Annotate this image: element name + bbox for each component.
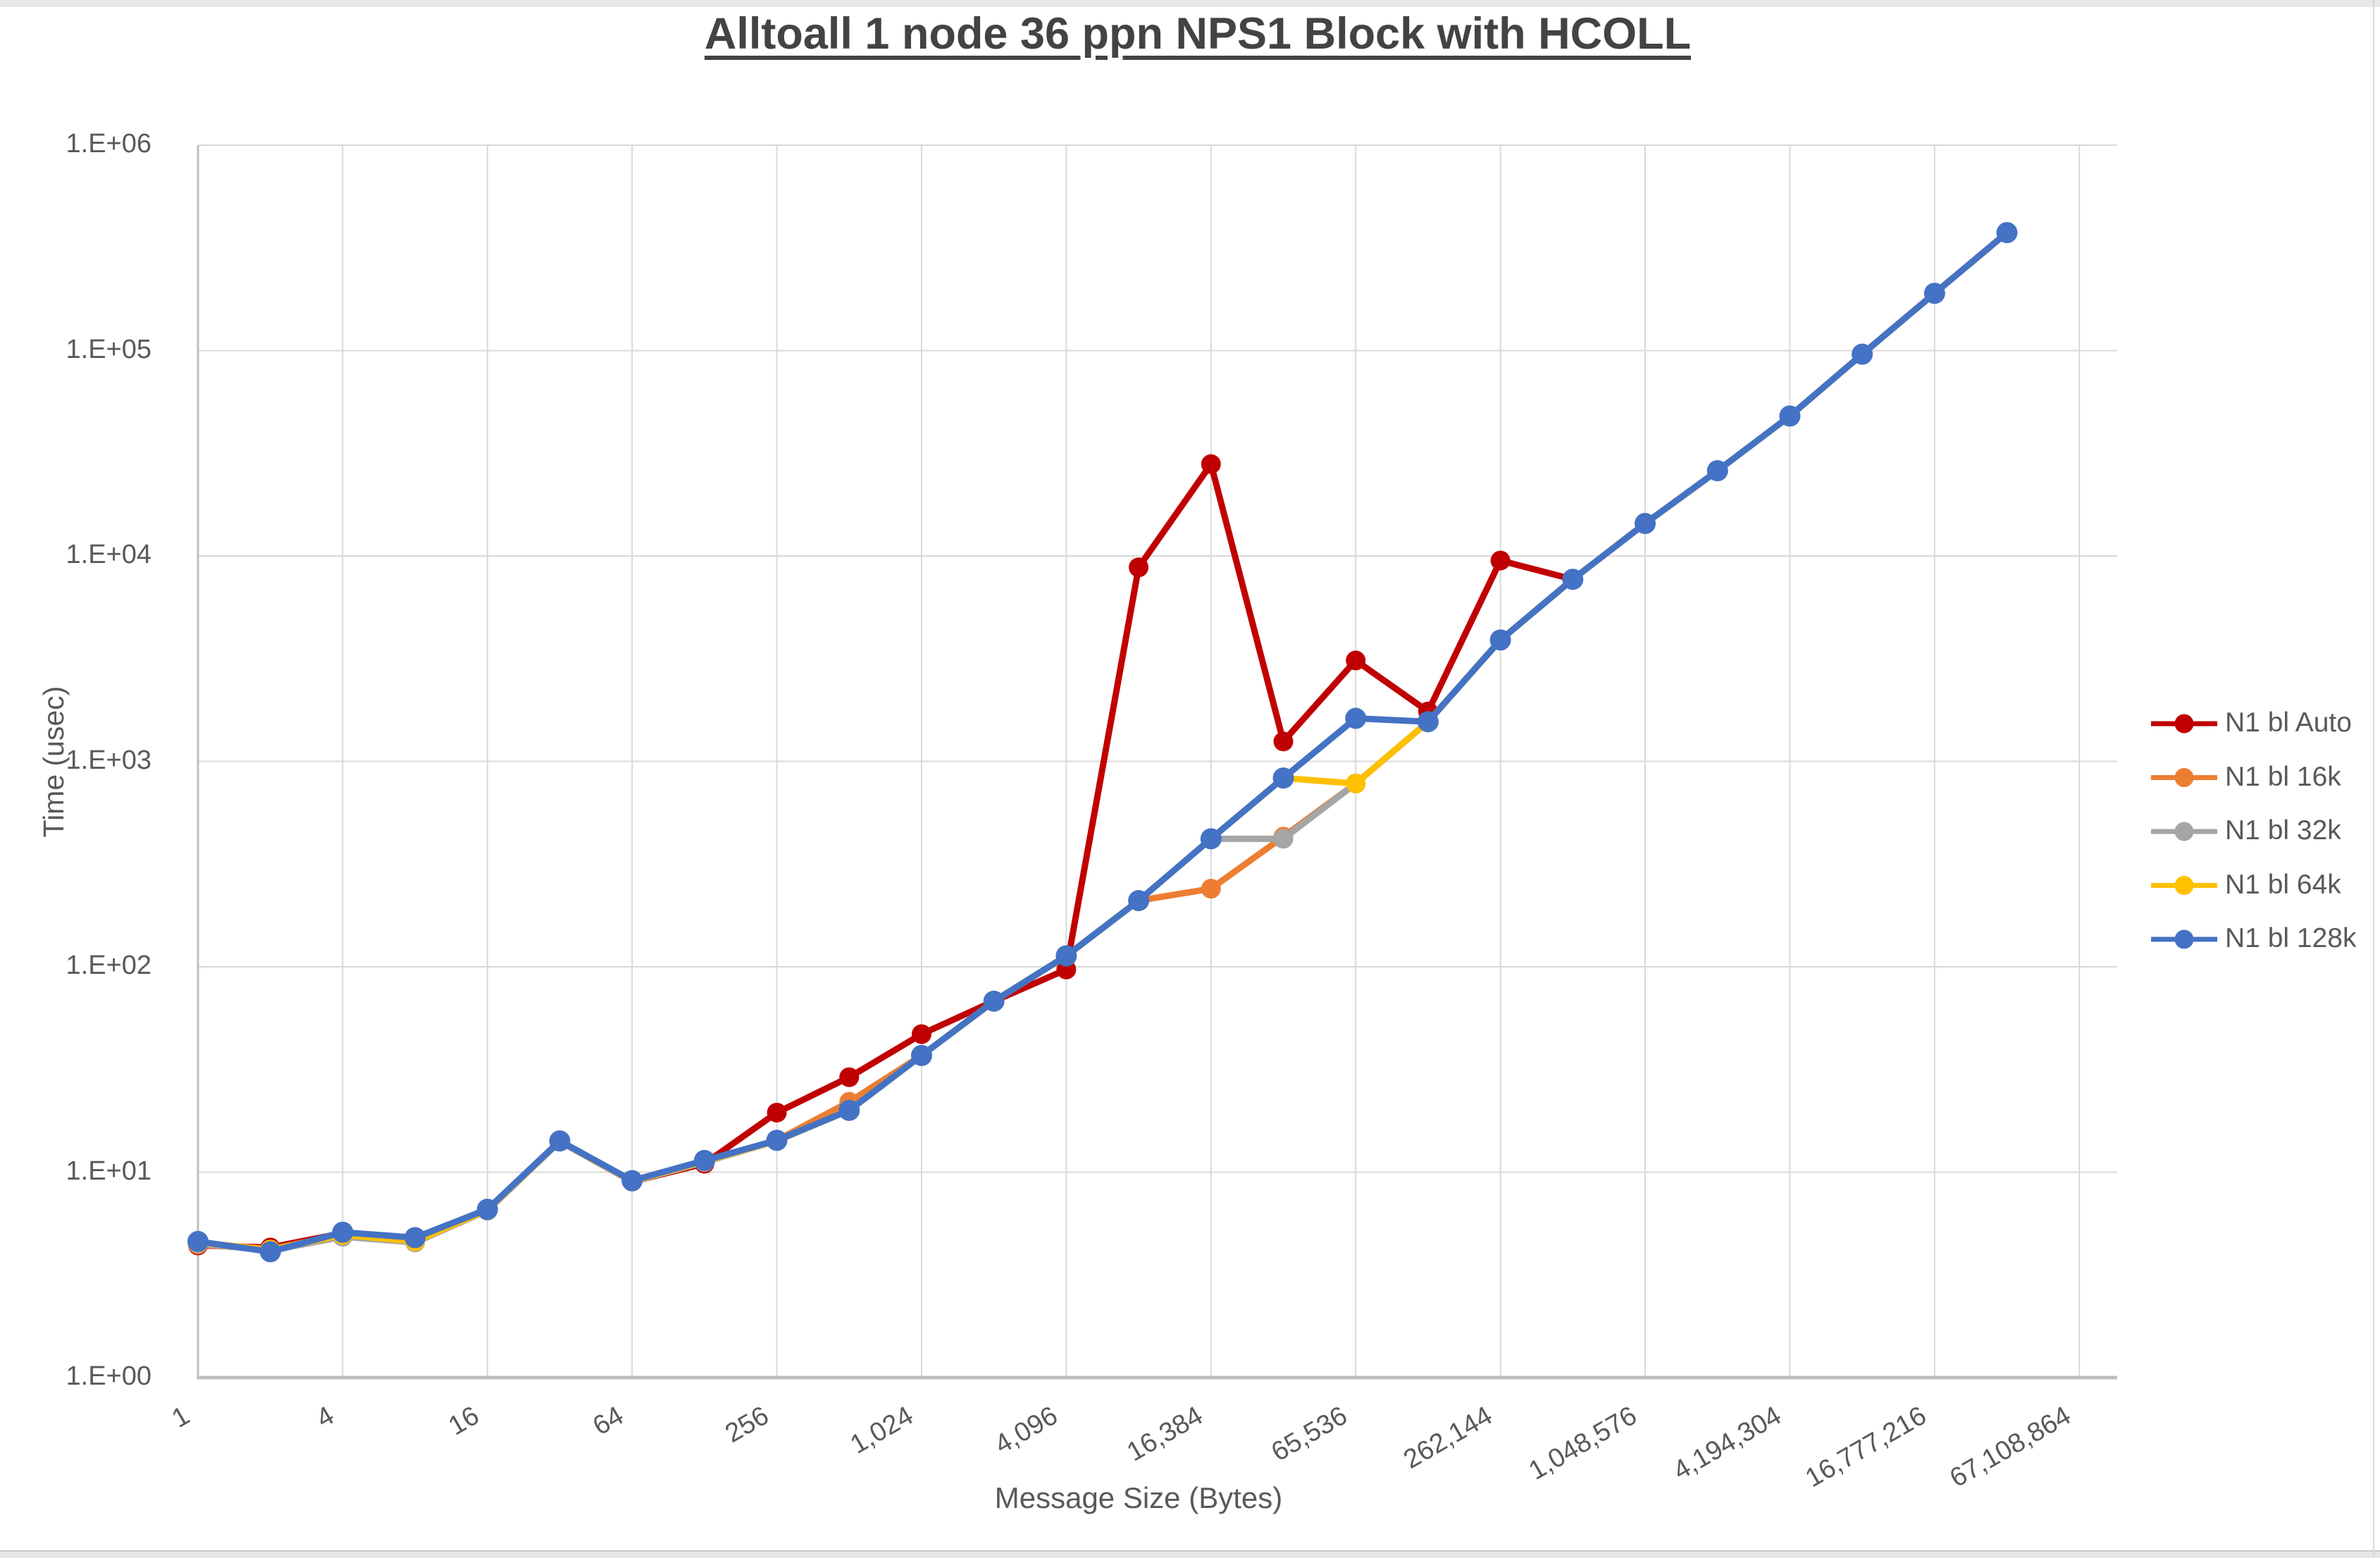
data-point-marker: [1635, 512, 1656, 534]
legend-marker-swatch: [2174, 768, 2194, 787]
data-point-marker: [1346, 773, 1366, 793]
y-tick-label: 1.E+03: [66, 745, 152, 775]
window-right-edge: [2373, 0, 2374, 1557]
data-point-marker: [1779, 405, 1801, 427]
data-point-marker: [1128, 890, 1150, 912]
data-point-marker: [766, 1130, 788, 1151]
legend-label: N1 bl 16k: [2225, 761, 2341, 792]
data-point-marker: [1346, 650, 1366, 671]
y-tick-label: 1.E+04: [66, 540, 152, 569]
data-point-marker: [1129, 557, 1149, 578]
data-point-marker: [1489, 629, 1511, 651]
data-point-marker: [1345, 707, 1367, 729]
window-bottom-edge: [0, 1550, 2380, 1558]
x-axis-title: Message Size (Bytes): [994, 1481, 1283, 1514]
data-point-marker: [1706, 460, 1728, 482]
legend-marker-swatch: [2174, 822, 2194, 841]
data-point-marker: [1201, 879, 1221, 899]
data-point-marker: [1417, 711, 1439, 733]
data-point-marker: [839, 1067, 860, 1087]
data-point-marker: [693, 1149, 715, 1171]
data-point-marker: [1490, 550, 1511, 571]
data-point-marker: [259, 1241, 281, 1263]
data-point-marker: [1562, 569, 1584, 591]
legend-label: N1 bl Auto: [2225, 707, 2352, 738]
data-point-marker: [621, 1170, 643, 1192]
data-point-marker: [983, 990, 1005, 1012]
legend-marker-swatch: [2174, 714, 2194, 734]
legend-marker-swatch: [2174, 929, 2194, 949]
data-point-marker: [549, 1130, 571, 1152]
data-point-marker: [1272, 767, 1294, 789]
legend-label: N1 bl 64k: [2225, 869, 2341, 900]
data-point-marker: [1201, 454, 1221, 474]
y-tick-label: 1.E+05: [66, 334, 152, 364]
data-point-marker: [1273, 829, 1294, 849]
data-point-marker: [912, 1024, 931, 1044]
data-point-marker: [1923, 283, 1945, 304]
data-point-marker: [404, 1227, 426, 1249]
data-point-marker: [187, 1230, 209, 1252]
series-line: [194, 229, 2010, 1255]
chart-title: Alltoall 1 node 36 ppn NPS1 Block with H…: [704, 9, 1692, 58]
data-point-marker: [911, 1044, 932, 1066]
data-point-marker: [1055, 945, 1077, 967]
legend-label: N1 bl 128k: [2225, 923, 2357, 953]
y-tick-label: 1.E+00: [66, 1361, 152, 1391]
series-n1-bl-128k: [187, 222, 2018, 1263]
data-point-marker: [838, 1099, 860, 1121]
legend-label: N1 bl 32k: [2225, 815, 2341, 846]
legend-marker-swatch: [2174, 876, 2194, 895]
data-point-marker: [1200, 828, 1222, 850]
data-point-marker: [332, 1221, 354, 1243]
window-top-edge: [0, 0, 2380, 7]
data-point-marker: [476, 1199, 498, 1220]
data-point-marker: [1996, 222, 2018, 244]
data-point-marker: [767, 1102, 787, 1123]
y-tick-label: 1.E+01: [66, 1156, 152, 1186]
data-point-marker: [1852, 343, 1873, 365]
y-tick-label: 1.E+02: [66, 951, 152, 980]
y-tick-label: 1.E+06: [66, 129, 152, 159]
data-point-marker: [1273, 731, 1294, 752]
